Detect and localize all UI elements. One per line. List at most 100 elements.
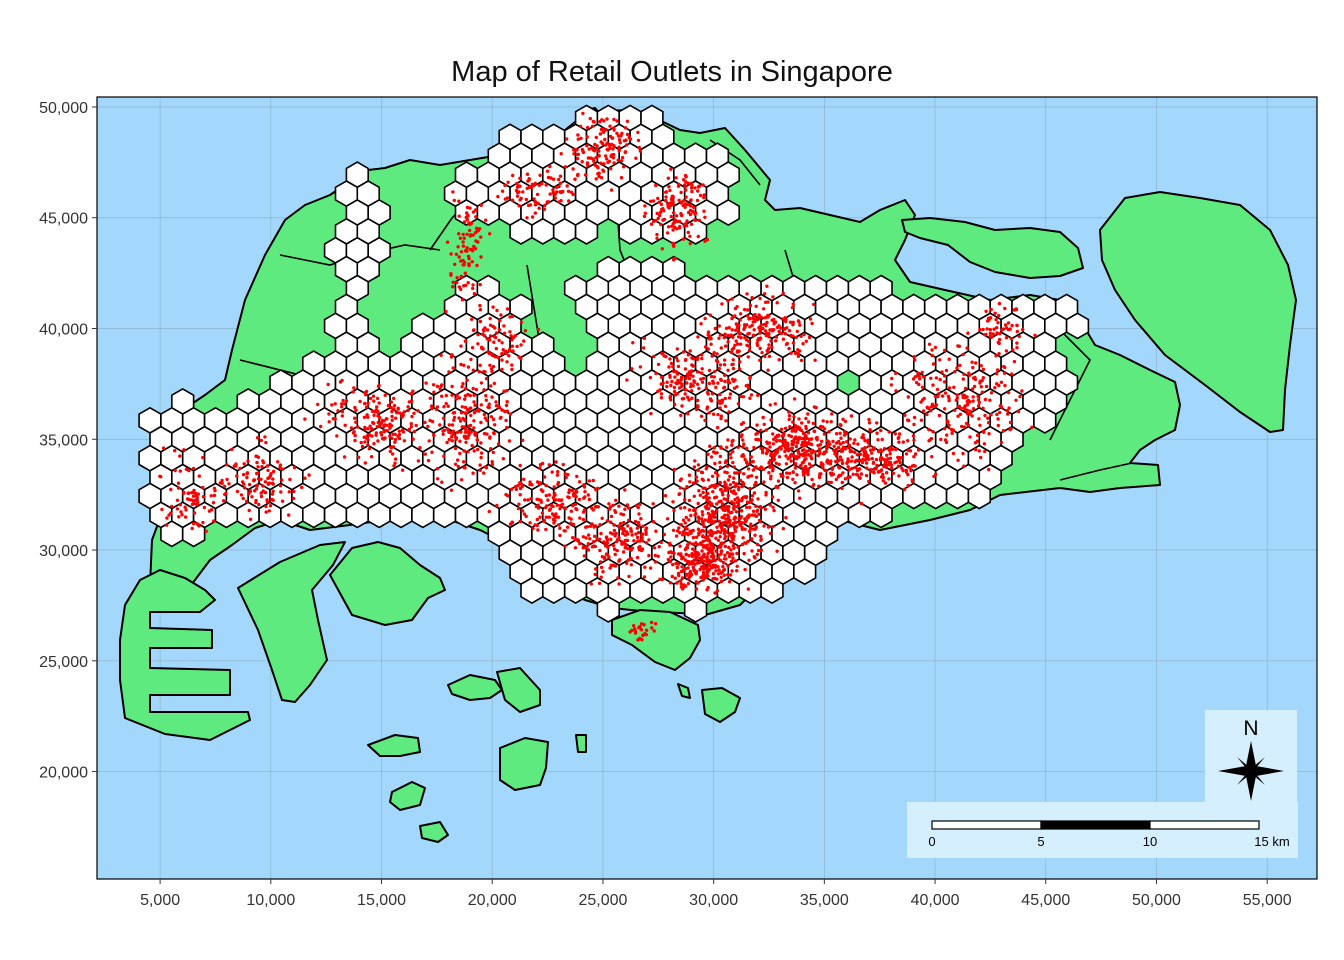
outlet-point: [691, 205, 696, 209]
outlet-point: [728, 452, 733, 456]
outlet-point: [493, 335, 498, 340]
outlet-point: [643, 565, 647, 569]
outlet-point: [536, 528, 540, 532]
outlet-point: [1016, 409, 1021, 414]
outlet-point: [718, 333, 723, 337]
outlet-point: [779, 427, 784, 431]
pulau-ubin: [901, 217, 1084, 279]
outlet-point: [474, 215, 478, 219]
outlet-point: [471, 210, 476, 214]
outlet-point: [755, 509, 759, 513]
outlet-point: [479, 420, 483, 425]
outlet-point: [806, 472, 810, 477]
outlet-point: [593, 505, 598, 509]
outlet-point: [724, 482, 728, 487]
outlet-point: [479, 455, 483, 460]
outlet-point: [736, 487, 741, 492]
outlet-point: [787, 410, 791, 414]
outlet-point: [426, 424, 430, 429]
outlet-point: [712, 520, 717, 524]
outlet-point: [723, 332, 727, 336]
outlet-point: [449, 272, 453, 276]
outlet-point: [402, 410, 406, 414]
outlet-point: [617, 149, 621, 153]
outlet-point: [271, 489, 275, 493]
outlet-point: [975, 439, 979, 443]
outlet-point: [679, 201, 683, 205]
outlet-point: [979, 385, 983, 389]
outlet-point: [761, 451, 765, 455]
outlet-point: [452, 415, 457, 420]
outlet-point: [637, 523, 641, 527]
outlet-point: [461, 240, 465, 244]
outlet-point: [732, 465, 736, 469]
outlet-point: [463, 387, 468, 391]
outlet-point: [810, 448, 815, 453]
outlet-point: [609, 537, 613, 542]
outlet-point: [653, 553, 657, 558]
outlet-point: [804, 424, 808, 429]
outlet-point: [796, 351, 800, 356]
outlet-point: [718, 465, 723, 469]
outlet-point: [678, 381, 682, 385]
outlet-point: [791, 470, 795, 474]
outlet-point: [711, 563, 716, 567]
outlet-point: [749, 393, 754, 397]
outlet-point: [505, 425, 509, 430]
outlet-point: [734, 339, 738, 343]
outlet-point: [688, 234, 692, 238]
outlet-point: [518, 481, 522, 485]
hexagon-cell: [716, 198, 741, 227]
outlet-point: [459, 259, 463, 263]
outlet-point: [1014, 398, 1018, 402]
outlet-point: [487, 351, 492, 356]
outlet-point: [963, 407, 967, 411]
hexagon-cell: [367, 501, 391, 529]
outlet-point: [973, 447, 978, 452]
outlet-point: [491, 431, 496, 435]
outlet-point: [726, 478, 731, 482]
outlet-point: [791, 427, 795, 432]
outlet-point: [601, 570, 605, 574]
outlet-point: [675, 565, 679, 570]
outlet-point: [241, 496, 245, 501]
outlet-point: [1012, 359, 1017, 364]
outlet-point: [703, 316, 707, 321]
outlet-point: [994, 317, 998, 322]
outlet-point: [484, 466, 489, 470]
outlet-point: [608, 124, 612, 128]
outlet-point: [707, 567, 711, 572]
outlet-point: [608, 505, 613, 509]
outlet-point: [881, 479, 885, 483]
outlet-point: [863, 451, 868, 455]
outlet-point: [451, 285, 455, 289]
outlet-point: [835, 459, 839, 463]
outlet-point: [586, 156, 591, 160]
outlet-point: [966, 412, 970, 416]
outlet-point: [783, 438, 787, 442]
outlet-point: [713, 369, 717, 374]
outlet-point: [476, 332, 480, 337]
compass-star-icon: [1218, 741, 1284, 801]
outlet-point: [340, 378, 344, 383]
outlet-point: [494, 400, 498, 404]
outlet-point: [825, 439, 830, 443]
outlet-point: [256, 465, 260, 469]
outlet-point: [706, 585, 710, 590]
outlet-point: [508, 522, 513, 526]
outlet-point: [930, 455, 934, 459]
outlet-point: [718, 523, 722, 527]
outlet-point: [363, 401, 367, 406]
outlet-point: [189, 498, 194, 502]
outlet-point: [383, 436, 387, 440]
outlet-point: [744, 460, 749, 465]
outlet-point: [691, 481, 696, 485]
outlet-point: [513, 334, 517, 338]
outlet-point: [796, 319, 801, 323]
outlet-point: [442, 405, 446, 409]
outlet-point: [426, 458, 431, 463]
outlet-point: [607, 555, 611, 559]
outlet-point: [596, 505, 600, 509]
outlet-point: [701, 490, 705, 495]
outlet-point: [597, 174, 601, 179]
